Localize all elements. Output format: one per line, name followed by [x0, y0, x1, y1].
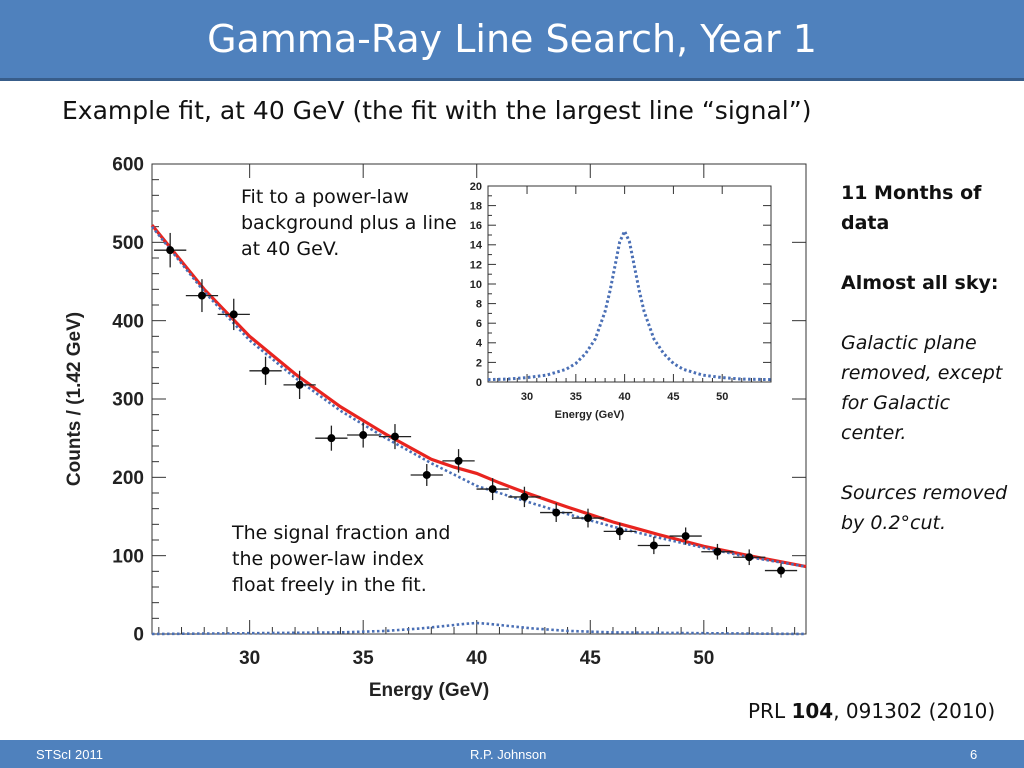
note-signal-line-2: the power-law index [232, 548, 425, 570]
inset-ytick-label: 8 [476, 298, 482, 310]
note-fit-description: Fit to a power-law background plus a lin… [241, 184, 457, 262]
inset-xtick-label: 45 [667, 391, 679, 403]
data-point [520, 492, 529, 501]
main-xtick-label: 40 [466, 648, 487, 669]
data-point [327, 434, 336, 443]
inset-xtick-label: 40 [618, 391, 630, 403]
inset-ytick-label: 20 [470, 181, 482, 193]
data-point [777, 566, 786, 575]
data-point [197, 291, 206, 300]
slide-title: Gamma-Ray Line Search, Year 1 [207, 17, 817, 61]
inset-xtick-label: 30 [521, 391, 533, 403]
footer-left: STScI 2011 [36, 747, 103, 762]
note-signal-fraction: The signal fraction and the power-law in… [232, 520, 450, 598]
inset-ytick-label: 12 [470, 259, 482, 271]
side-note-data: 11 Months of data [841, 182, 982, 234]
note-signal-line-1: The signal fraction and [232, 522, 451, 544]
note-signal-line-3: float freely in the fit. [232, 574, 427, 596]
data-point [166, 246, 175, 255]
data-point [359, 431, 368, 440]
main-xtick-label: 35 [353, 648, 375, 669]
note-fit-line-3: at 40 GeV. [241, 238, 340, 260]
ref-prefix: PRL [748, 699, 792, 723]
main-ytick-label: 400 [112, 311, 144, 332]
inset-xtick-label: 50 [716, 391, 728, 403]
ref-volume: 104 [791, 699, 834, 723]
data-point [390, 432, 399, 441]
main-ytick-label: 500 [112, 233, 144, 254]
note-fit-line-2: background plus a line [241, 212, 457, 234]
data-point [454, 456, 463, 465]
side-note-sources: Sources removed by 0.2°cut. [841, 482, 1008, 534]
data-point [649, 541, 658, 550]
inset-ytick-label: 14 [470, 240, 483, 252]
side-note-plane: Galactic plane removed, except for Galac… [841, 332, 1003, 444]
main-ytick-label: 300 [112, 390, 144, 411]
inset-ytick-label: 10 [470, 279, 482, 291]
inset-ytick-label: 6 [476, 318, 482, 330]
data-point [584, 514, 592, 523]
footer-bar: STScI 2011 R.P. Johnson 6 [0, 740, 1024, 768]
side-note-sky: Almost all sky: [841, 272, 999, 294]
ref-rest: , 091302 (2010) [833, 699, 996, 723]
slide-subtitle: Example fit, at 40 GeV (the fit with the… [62, 96, 812, 125]
main-ytick-label: 600 [112, 155, 144, 176]
inset-frame [487, 185, 772, 383]
reference-citation: PRL 104, 091302 (2010) [748, 699, 995, 723]
inset-ytick-label: 2 [476, 357, 482, 369]
data-point [422, 470, 431, 479]
inset-ytick-label: 4 [476, 338, 483, 350]
title-bar [0, 0, 1024, 81]
inset-xlabel: Energy (GeV) [555, 409, 625, 421]
main-xlabel: Energy (GeV) [369, 680, 489, 701]
inset-plot-group: 30 35 40 45 50 0 2 4 6 8 10 12 14 16 18 20 Energy (GeV) [470, 181, 772, 421]
data-point [552, 508, 561, 517]
main-ytick-label: 0 [133, 625, 144, 646]
main-series-1-dotted-blue [150, 225, 807, 568]
main-ytick-label: 100 [112, 546, 144, 567]
note-fit-line-1: Fit to a power-law [241, 186, 409, 208]
inset-ytick-label: 16 [470, 220, 482, 232]
footer-center: R.P. Johnson [470, 747, 547, 762]
inset-xtick-label: 35 [570, 391, 582, 403]
data-point [261, 366, 270, 375]
footer-right: 6 [970, 747, 978, 762]
data-point [615, 527, 624, 536]
main-ytick-label: 200 [112, 468, 144, 489]
side-notes: 11 Months of data Almost all sky: Galact… [841, 178, 1021, 568]
main-ylabel: Counts / (1.42 GeV) [64, 312, 85, 486]
data-point [229, 310, 238, 319]
inset-ytick-label: 0 [476, 377, 482, 389]
data-point [745, 553, 754, 562]
main-xtick-label: 50 [693, 648, 714, 669]
main-series-0-solid-red [150, 224, 807, 569]
data-point [488, 485, 497, 494]
data-point [713, 547, 722, 556]
data-point [295, 380, 304, 389]
main-xtick-label: 45 [580, 648, 602, 669]
main-series-2-dotted-blue [151, 621, 807, 636]
main-xtick-label: 30 [239, 648, 260, 669]
data-point [681, 532, 690, 541]
inset-ytick-label: 18 [470, 200, 482, 212]
